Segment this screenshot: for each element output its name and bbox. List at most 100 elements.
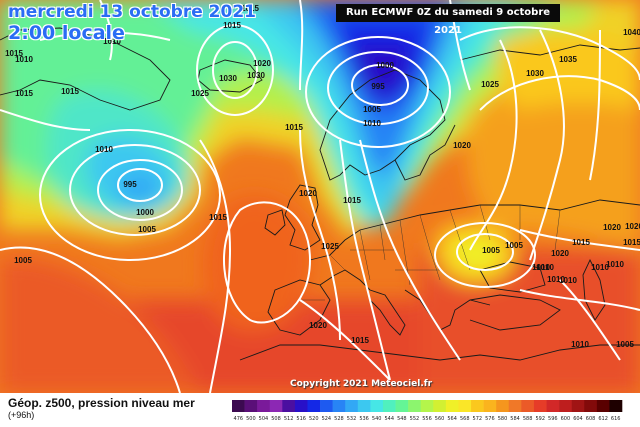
scale-label: 588 <box>523 416 533 422</box>
pressure-label: 1000 <box>136 208 154 217</box>
scale-label: 528 <box>334 416 344 422</box>
pressure-label: 995 <box>371 82 385 91</box>
copyright: Copyright 2021 Meteociel.fr <box>290 379 433 389</box>
scale-swatch <box>307 400 321 412</box>
pressure-label: 1010 <box>591 263 609 272</box>
scale-swatch <box>508 400 522 412</box>
pressure-label: 1010 <box>103 37 121 46</box>
pressure-label: 1015 <box>285 123 303 132</box>
scale-swatch <box>445 400 459 412</box>
pressure-label: 1015 <box>343 196 361 205</box>
pressure-label: 1020 <box>453 141 471 150</box>
pressure-label: 1035 <box>559 55 577 64</box>
scale-label: 508 <box>271 416 281 422</box>
scale-label: 560 <box>435 416 445 422</box>
scale-label: 616 <box>611 416 621 422</box>
pressure-label: 1025 <box>321 242 339 251</box>
scale-label: 576 <box>485 416 495 422</box>
scale-label: 548 <box>397 416 407 422</box>
pressure-label: 1010 <box>536 263 554 272</box>
pressure-label: 1005 <box>14 256 32 265</box>
pressure-label: 1015 <box>241 4 259 13</box>
pressure-label: 1015 <box>5 49 23 58</box>
pressure-label: 1000 <box>376 61 394 70</box>
scale-swatch <box>370 400 384 412</box>
scale-swatch <box>496 400 510 412</box>
scale-label: 556 <box>422 416 432 422</box>
pressure-label: 1030 <box>526 69 544 78</box>
scale-label: 476 <box>234 416 244 422</box>
scale-swatch <box>244 400 258 412</box>
pressure-label: 1015 <box>623 238 640 247</box>
pressure-label: 1030 <box>247 71 265 80</box>
pressure-label: 1010 <box>15 55 33 64</box>
run-info: Run ECMWF 0Z du samedi 9 octobre 2021 <box>336 4 560 36</box>
pressure-label: 1020 <box>551 249 569 258</box>
color-scale: 476 500 504 508 512 516 520 524 528 532 536 540 544 5… <box>232 400 623 422</box>
pressure-label: 1010 <box>559 276 577 285</box>
pressure-label: 1025 <box>481 80 499 89</box>
scale-label: 520 <box>309 416 319 422</box>
scale-label: 512 <box>284 416 294 422</box>
pressure-label: 1015 <box>61 87 79 96</box>
pressure-label: 1010 <box>532 263 550 272</box>
pressure-label: 1020 <box>253 59 271 68</box>
pressure-label: 1020 <box>603 223 621 232</box>
scale-swatch <box>345 400 359 412</box>
pressure-label: 1015 <box>572 238 590 247</box>
scale-label: 540 <box>372 416 382 422</box>
scale-label: 592 <box>535 416 545 422</box>
scale-label: 596 <box>548 416 558 422</box>
pressure-label: 1005 <box>505 241 523 250</box>
scale-swatch <box>559 400 572 412</box>
pressure-label: 1010 <box>571 340 589 349</box>
pressure-label: 1005 <box>138 225 156 234</box>
scale-label: 580 <box>498 416 508 422</box>
scale-swatch <box>269 400 283 412</box>
scale-label: 604 <box>573 416 583 422</box>
scale-label: 524 <box>322 416 332 422</box>
scale-swatch <box>294 400 308 412</box>
scale-label: 564 <box>447 416 457 422</box>
scale-swatch <box>232 400 245 412</box>
scale-swatch <box>433 400 447 412</box>
scale-swatch <box>408 400 422 412</box>
pressure-label: 1030 <box>219 74 237 83</box>
scale-label: 600 <box>561 416 571 422</box>
scale-label: 536 <box>359 416 369 422</box>
scale-swatch <box>420 400 434 412</box>
pressure-label: 1005 <box>363 105 381 114</box>
scale-swatch <box>257 400 271 412</box>
pressure-label: 1010 <box>95 145 113 154</box>
pressure-label: 1020 <box>309 321 327 330</box>
scale-label: 612 <box>598 416 608 422</box>
isobars <box>0 0 640 393</box>
scale-swatch <box>521 400 535 412</box>
pressure-label: 1015 <box>209 213 227 222</box>
pressure-label: 1005 <box>616 340 634 349</box>
scale-label: 532 <box>347 416 357 422</box>
pressure-label: 1010 <box>547 275 565 284</box>
scale-label: 500 <box>246 416 256 422</box>
forecast-time: 2:00 locale <box>8 22 125 44</box>
pressure-label: 1020 <box>625 222 640 231</box>
scale-label: 504 <box>259 416 269 422</box>
pressure-label: 1015 <box>351 336 369 345</box>
scale-label: 568 <box>460 416 470 422</box>
scale-label: 608 <box>586 416 596 422</box>
scale-swatch <box>382 400 396 412</box>
pressure-label: 1010 <box>363 119 381 128</box>
scale-swatch <box>471 400 484 412</box>
scale-swatch <box>533 400 547 412</box>
scale-swatch <box>596 400 610 412</box>
scale-swatch <box>320 400 333 412</box>
pressure-label: 1025 <box>191 89 209 98</box>
scale-swatch <box>458 400 472 412</box>
pressure-label: 1040 <box>623 28 640 37</box>
legend-title: Géop. z500, pression niveau mer <box>8 396 195 410</box>
pressure-label: 995 <box>123 180 137 189</box>
scale-swatch <box>584 400 598 412</box>
pressure-label: 1005 <box>482 246 500 255</box>
